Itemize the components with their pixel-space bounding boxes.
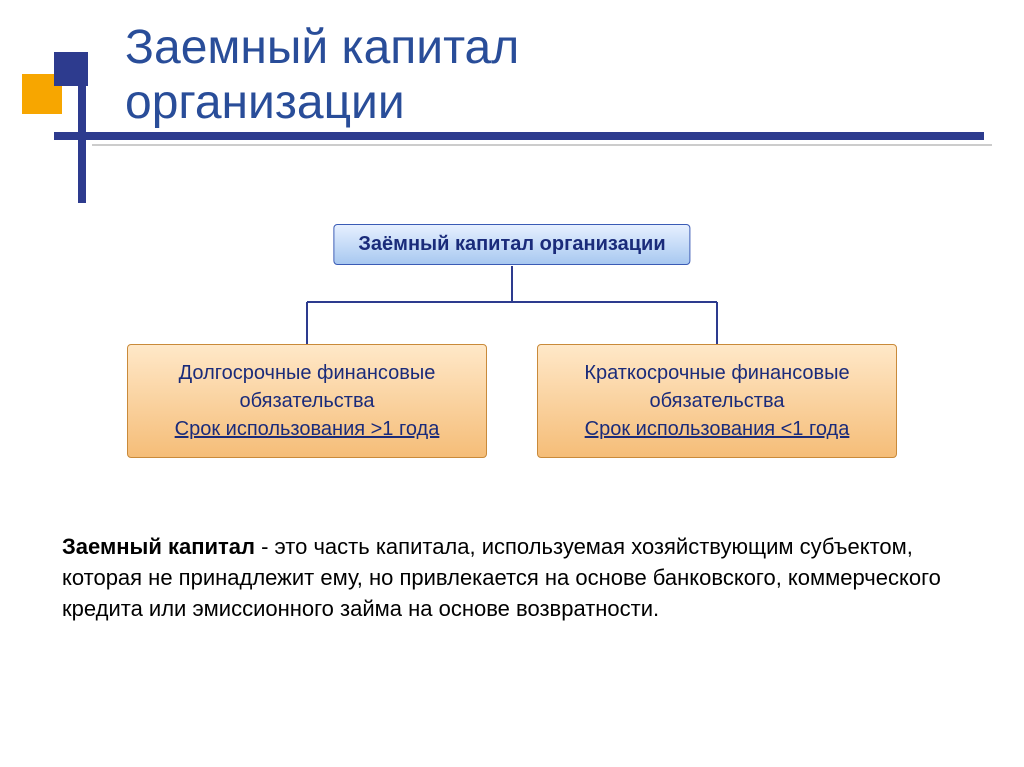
diagram-children-row: Долгосрочные финансовые обязательства Ср…	[0, 344, 1024, 458]
child-left-line1: Долгосрочные финансовые обязательства	[148, 359, 466, 415]
definition-paragraph: Заемный капитал - это часть капитала, ис…	[62, 532, 962, 624]
diagram-child-left: Долгосрочные финансовые обязательства Ср…	[127, 344, 487, 458]
child-right-line2: Срок использования <1 года	[558, 415, 876, 443]
gray-divider	[92, 144, 992, 146]
definition-term: Заемный капитал	[62, 534, 255, 559]
diagram-connectors	[0, 264, 1024, 354]
navy-horizontal-bar	[54, 132, 984, 140]
child-right-line1: Краткосрочные финансовые обязательства	[558, 359, 876, 415]
title-line2: организации	[125, 76, 405, 129]
diagram-root-node: Заёмный капитал организации	[333, 224, 690, 265]
slide-title: Заемный капитал организации	[125, 20, 519, 130]
root-label: Заёмный капитал организации	[358, 233, 665, 255]
diagram-child-right: Краткосрочные финансовые обязательства С…	[537, 344, 897, 458]
title-line1: Заемный капитал	[125, 21, 519, 74]
navy-square	[54, 52, 88, 86]
slide-decoration	[22, 42, 112, 172]
child-left-line2: Срок использования >1 года	[148, 415, 466, 443]
navy-vertical-bar	[78, 78, 86, 203]
